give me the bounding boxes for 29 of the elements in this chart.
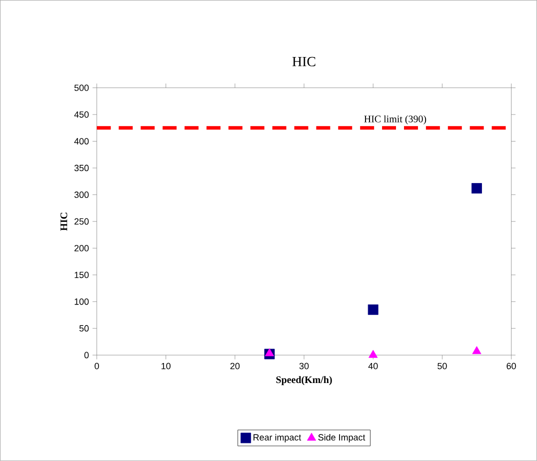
point	[368, 304, 378, 315]
y-axis-title: HIC	[60, 212, 68, 231]
y-tick-label: 250	[74, 218, 89, 225]
y-tick-label: 350	[74, 164, 89, 172]
point	[472, 183, 482, 194]
legend-label: Side Impact	[318, 434, 366, 442]
point	[368, 350, 378, 358]
y-tick-label: 500	[74, 84, 89, 92]
x-tick-label: 0	[94, 362, 99, 370]
y-tick-label: 150	[74, 272, 89, 278]
x-tick-label: 40	[368, 362, 378, 370]
y-tick-label: 450	[74, 111, 89, 118]
x-tick-label: 50	[438, 362, 447, 370]
y-tick-label: 300	[74, 192, 89, 198]
x-tick-label: 20	[230, 362, 240, 370]
ref-line-label: HIC limit (390)	[364, 115, 426, 124]
y-tick-label: 400	[74, 138, 89, 144]
x-tick-label: 10	[162, 362, 171, 370]
y-tick-label: 200	[74, 245, 89, 252]
point	[472, 346, 482, 354]
y-tick-label: 50	[79, 325, 89, 332]
y-tick-label: 100	[74, 298, 89, 305]
x-tick-label: 30	[299, 362, 309, 370]
chart-title: HIC	[292, 56, 316, 66]
point	[264, 348, 274, 356]
x-tick-label: 60	[506, 362, 516, 370]
y-tick-label: 0	[84, 352, 89, 358]
x-axis-title: Speed(Km/h)	[276, 376, 332, 386]
legend-label: Rear impact	[254, 434, 302, 442]
